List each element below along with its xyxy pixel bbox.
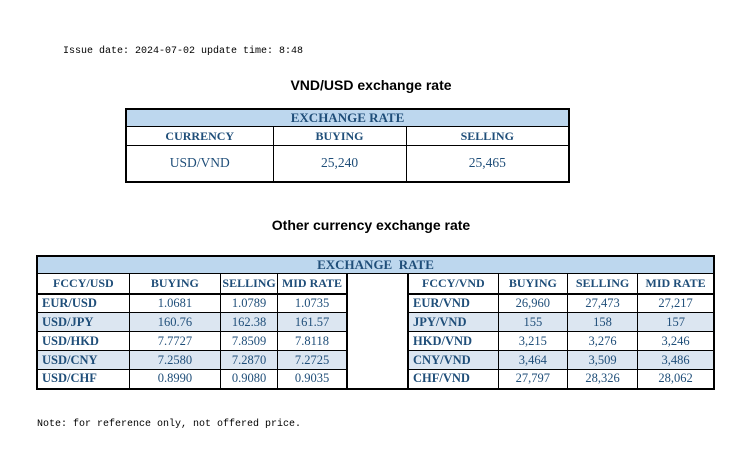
pair-cell: JPY/VND	[407, 312, 499, 332]
midrate-cell: 3,246	[637, 331, 715, 351]
midrate-cell: 0.9035	[277, 369, 348, 389]
column-header-midrate-right: MID RATE	[637, 273, 715, 295]
table-row: USD/VND 25,240 25,465	[125, 145, 570, 182]
pair-cell: USD/JPY	[36, 312, 130, 332]
buying-cell: 7.2580	[128, 350, 222, 370]
pair-cell: CHF/VND	[407, 369, 499, 389]
column-header-buying-left: BUYING	[128, 273, 222, 295]
selling-cell: 158	[566, 312, 639, 332]
selling-cell: 28,326	[566, 369, 639, 389]
footer-note: Note: for reference only, not offered pr…	[37, 419, 302, 430]
buying-cell: 27,797	[497, 369, 568, 389]
selling-cell: 3,276	[566, 331, 639, 351]
buying-cell: 3,464	[497, 350, 568, 370]
buying-rate-cell: 25,240	[272, 145, 407, 182]
pair-cell: USD/HKD	[36, 331, 130, 351]
column-header-midrate-left: MID RATE	[277, 273, 348, 295]
column-header-fccy-vnd: FCCY/VND	[407, 273, 499, 295]
table-gap-column	[345, 273, 410, 390]
table-row: USD/CNY 7.2580 7.2870 7.2725 CNY/VND 3,4…	[36, 350, 715, 370]
other-currency-section-title: Other currency exchange rate	[271, 217, 471, 233]
midrate-cell: 1.0735	[277, 293, 348, 313]
buying-cell: 3,215	[497, 331, 568, 351]
selling-rate-cell: 25,465	[405, 145, 570, 182]
buying-cell: 0.8990	[128, 369, 222, 389]
selling-cell: 1.0789	[219, 293, 279, 313]
vnd-usd-section-title: VND/USD exchange rate	[290, 77, 452, 93]
selling-cell: 27,473	[566, 293, 639, 313]
vnd-usd-exchange-table: EXCHANGE RATE CURRENCY BUYING SELLING US…	[125, 108, 571, 183]
buying-cell: 155	[497, 312, 568, 332]
table-band-row: EXCHANGE RATE	[36, 255, 715, 274]
table-row: USD/CHF 0.8990 0.9080 0.9035 CHF/VND 27,…	[36, 369, 715, 389]
column-header-selling: SELLING	[405, 126, 570, 146]
midrate-cell: 161.57	[277, 312, 348, 332]
column-header-selling-left: SELLING	[219, 273, 279, 295]
midrate-cell: 7.2725	[277, 350, 348, 370]
column-header-currency: CURRENCY	[125, 126, 274, 146]
currency-pair-cell: USD/VND	[125, 145, 274, 182]
table-row: USD/HKD 7.7727 7.8509 7.8118 HKD/VND 3,2…	[36, 331, 715, 351]
pair-cell: HKD/VND	[407, 331, 499, 351]
selling-cell: 3,509	[566, 350, 639, 370]
table-header-row: CURRENCY BUYING SELLING	[125, 126, 570, 146]
pair-cell: USD/CHF	[36, 369, 130, 389]
midrate-cell: 3,486	[637, 350, 715, 370]
selling-cell: 162.38	[219, 312, 279, 332]
selling-cell: 7.2870	[219, 350, 279, 370]
column-header-buying: BUYING	[272, 126, 407, 146]
table-header-row: FCCY/USD BUYING SELLING MID RATE FCCY/VN…	[36, 273, 715, 390]
table-band-title: EXCHANGE RATE	[125, 108, 570, 127]
pair-cell: EUR/USD	[36, 293, 130, 313]
selling-cell: 0.9080	[219, 369, 279, 389]
column-header-buying-right: BUYING	[497, 273, 568, 295]
table-row: USD/JPY 160.76 162.38 161.57 JPY/VND 155…	[36, 312, 715, 332]
buying-cell: 160.76	[128, 312, 222, 332]
buying-cell: 1.0681	[128, 293, 222, 313]
table-band-row: EXCHANGE RATE	[125, 108, 570, 127]
buying-cell: 26,960	[497, 293, 568, 313]
buying-cell: 7.7727	[128, 331, 222, 351]
column-header-selling-right: SELLING	[566, 273, 639, 295]
selling-cell: 7.8509	[219, 331, 279, 351]
pair-cell: USD/CNY	[36, 350, 130, 370]
pair-cell: EUR/VND	[407, 293, 499, 313]
midrate-cell: 28,062	[637, 369, 715, 389]
table-row: EUR/USD 1.0681 1.0789 1.0735 EUR/VND 26,…	[36, 293, 715, 313]
issue-date-line: Issue date: 2024-07-02 update time: 8:48	[63, 46, 304, 57]
midrate-cell: 27,217	[637, 293, 715, 313]
column-header-fccy-usd: FCCY/USD	[36, 273, 130, 295]
midrate-cell: 7.8118	[277, 331, 348, 351]
midrate-cell: 157	[637, 312, 715, 332]
other-currency-exchange-table: EXCHANGE RATE FCCY/USD BUYING SELLING MI…	[36, 255, 715, 390]
table-band-title: EXCHANGE RATE	[36, 255, 715, 274]
pair-cell: CNY/VND	[407, 350, 499, 370]
